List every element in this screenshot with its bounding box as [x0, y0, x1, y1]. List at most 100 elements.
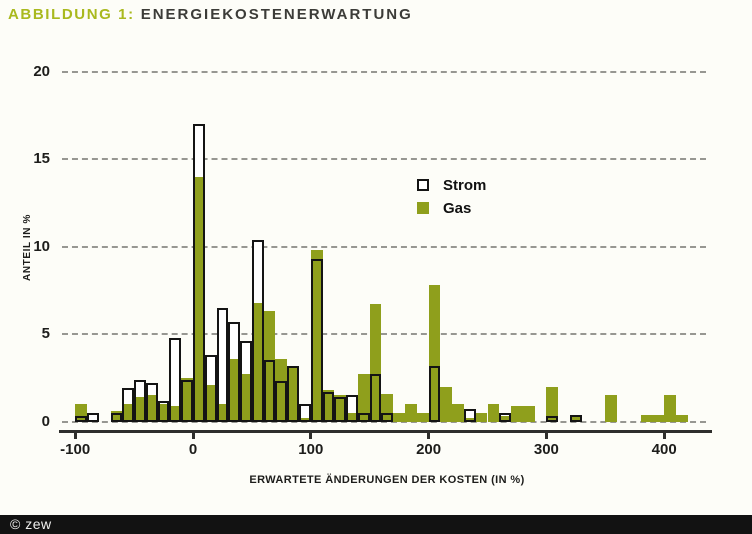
gas-bar-10 — [204, 384, 217, 422]
gas-bar-0 — [193, 176, 205, 422]
strom-bar-outline-70 — [275, 381, 288, 422]
gas-bar-120 — [334, 395, 347, 422]
strom-bar-outline-0 — [193, 124, 205, 422]
strom-bar-outline--20 — [169, 337, 182, 422]
gas-bar-160 — [381, 393, 394, 422]
gas-bar-80 — [287, 367, 299, 422]
x-tick-label-200: 200 — [416, 441, 442, 458]
strom-bar--90 — [86, 412, 99, 422]
x-tick-label-0: 0 — [188, 441, 198, 458]
gas-bar-50 — [251, 302, 264, 422]
gas-bar-140 — [357, 374, 370, 422]
gas-bar-150 — [369, 304, 382, 422]
gas-bar-300 — [546, 386, 559, 422]
gas-swatch-icon — [417, 202, 429, 214]
gas-bar--70 — [110, 411, 123, 422]
gas-bar--60 — [122, 404, 135, 422]
gas-bar-100 — [310, 250, 323, 422]
x-tick-label--100: -100 — [60, 441, 91, 458]
gas-bar-320 — [569, 414, 582, 422]
gas-bar-70 — [275, 358, 288, 422]
strom-bar-outline--30 — [157, 400, 170, 422]
strom-bar-outline-200 — [428, 365, 441, 422]
gas-bar--40 — [145, 395, 158, 422]
x-tick-label-300: 300 — [533, 441, 559, 458]
gas-bar-240 — [475, 412, 488, 422]
strom-bar-outline--40 — [145, 383, 158, 422]
gas-bar-260 — [499, 416, 512, 422]
x-tick--100 — [73, 433, 77, 439]
histogram-chart: ANTEIL IN % ERWARTETE ÄNDERUNGEN DER KOS… — [22, 62, 712, 486]
gas-bar-280 — [522, 405, 535, 422]
strom-bar-outline--60 — [122, 388, 135, 422]
strom-bar-outline-130 — [346, 395, 358, 422]
strom-bar-outline-80 — [287, 365, 299, 422]
gas-bar--10 — [181, 377, 193, 422]
gas-bar-40 — [240, 374, 252, 422]
figure-title: ABBILDUNG 1: ENERGIEKOSTENERWARTUNG — [8, 6, 413, 23]
x-tick-400 — [662, 433, 666, 439]
gas-bar--30 — [157, 404, 170, 422]
legend-label-strom: Strom — [443, 176, 487, 194]
gridline-y-0 — [62, 420, 706, 423]
strom-bar-outline-260 — [499, 412, 512, 422]
gridline-y-15 — [62, 158, 706, 160]
x-tick-label-100: 100 — [298, 441, 324, 458]
gas-bar-250 — [487, 404, 500, 422]
strom-bar-outline-50 — [251, 239, 264, 422]
y-tick-label-0: 0 — [41, 412, 50, 430]
gas-bar-210 — [440, 386, 453, 422]
strom-bar-outline-110 — [322, 391, 335, 422]
strom-bar-outline-30 — [228, 321, 241, 422]
y-tick-label-15: 15 — [33, 150, 50, 167]
legend-item-strom: Strom — [417, 176, 487, 194]
strom-bar-outline--70 — [110, 412, 123, 422]
gas-bar-110 — [322, 390, 335, 422]
gridline-y-20 — [62, 70, 706, 73]
strom-bar-outline-20 — [216, 307, 229, 422]
gas-bar--100 — [75, 404, 87, 422]
figure-title-text: ENERGIEKOSTENERWARTUNG — [140, 6, 413, 23]
gridline-y-10 — [62, 245, 706, 248]
strom-bar-outline-10 — [204, 355, 217, 422]
strom-bar-outline--50 — [134, 379, 146, 422]
gas-bar-60 — [263, 311, 276, 422]
copyright-text: © zew — [10, 516, 52, 532]
x-axis-line — [59, 430, 712, 433]
strom-bar-outline-320 — [569, 414, 582, 422]
legend-label-gas: Gas — [443, 199, 472, 217]
gas-bar-20 — [216, 404, 229, 422]
x-tick-200 — [427, 433, 431, 439]
gas-bar-270 — [511, 405, 523, 422]
gas-bar-30 — [228, 358, 241, 422]
gas-bar-390 — [652, 414, 665, 422]
gas-bar-400 — [664, 395, 676, 422]
gas-bar-130 — [346, 412, 358, 422]
y-tick-label-10: 10 — [33, 237, 50, 255]
x-tick-label-400: 400 — [651, 441, 677, 458]
strom-bar-outline-160 — [381, 412, 394, 422]
gas-bar-220 — [452, 404, 464, 422]
strom-bar-outline-140 — [357, 412, 370, 422]
strom-bar-outline--10 — [181, 379, 193, 422]
gas-bar-410 — [675, 414, 688, 422]
x-tick-300 — [544, 433, 548, 439]
gas-bar-170 — [393, 412, 406, 422]
strom-bar-outline-40 — [240, 341, 252, 422]
y-tick-label-20: 20 — [33, 62, 50, 80]
gridline-y-5 — [62, 333, 706, 335]
strom-bar-outline-230 — [463, 409, 476, 422]
strom-bar-outline-100 — [310, 258, 323, 422]
strom-bar-outline-150 — [369, 374, 382, 422]
figure-number-label: ABBILDUNG 1: — [8, 6, 135, 23]
strom-bar-outline-300 — [546, 416, 559, 422]
strom-bar-outline--100 — [75, 416, 87, 422]
gas-bar-350 — [605, 395, 618, 422]
gas-bar-200 — [428, 285, 441, 422]
y-tick-label-5: 5 — [41, 325, 50, 342]
strom-bar-outline-90 — [299, 404, 311, 422]
strom-swatch-icon — [417, 179, 429, 191]
gas-bar-380 — [640, 414, 653, 422]
legend-item-gas: Gas — [417, 199, 486, 217]
